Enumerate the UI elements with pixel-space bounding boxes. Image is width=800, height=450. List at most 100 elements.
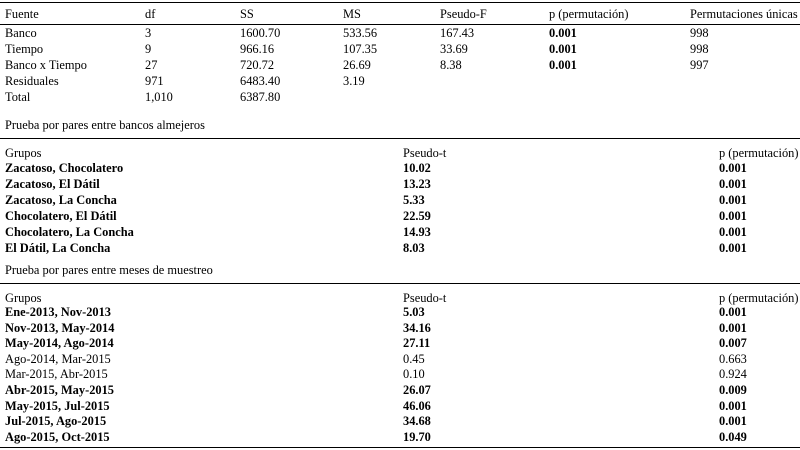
table-row: Banco 3 1600.70 533.56 167.43 0.001 998 bbox=[0, 25, 800, 41]
cell-df: 27 bbox=[145, 58, 158, 72]
cell-pseudo-t: 5.33 bbox=[403, 193, 425, 207]
column-header-p: p (permutación) bbox=[719, 291, 799, 305]
cell-grupos: Ene-2013, Nov-2013 bbox=[5, 305, 112, 319]
cell-p-value: 0.924 bbox=[719, 367, 747, 382]
table-row: Mar-2015, Abr-2015 0.10 0.924 bbox=[0, 367, 800, 383]
cell-grupos: Abr-2015, May-2015 bbox=[5, 382, 114, 397]
cell-p-value: 0.001 bbox=[719, 209, 747, 223]
table-row: Ago-2014, Mar-2015 0.45 0.663 bbox=[0, 352, 800, 368]
cell-pseudo-t: 19.70 bbox=[403, 429, 431, 444]
cell-grupos: Chocolatero, La Concha bbox=[5, 225, 134, 239]
cell-pseudo-f: 8.38 bbox=[440, 58, 462, 72]
cell-pseudo-t: 22.59 bbox=[403, 209, 431, 223]
cell-pseudo-t: 0.10 bbox=[403, 367, 425, 382]
table-row: Ene-2013, Nov-2013 5.03 0.001 bbox=[0, 305, 800, 321]
cell-fuente: Residuales bbox=[5, 74, 59, 88]
cell-p-value bbox=[549, 73, 690, 89]
cell-pseudo-f bbox=[440, 89, 549, 105]
table-row: Zacatoso, El Dátil 13.23 0.001 bbox=[0, 176, 800, 192]
cell-grupos: May-2014, Ago-2014 bbox=[5, 336, 114, 351]
pairwise-meses-section: Prueba por pares entre meses de muestreo… bbox=[0, 264, 800, 449]
pairwise-header-row: Grupos Pseudo-t p (permutación) bbox=[0, 139, 800, 160]
cell-df: 9 bbox=[145, 42, 152, 56]
cell-p-value: 0.001 bbox=[719, 177, 747, 191]
cell-ss: 6387.80 bbox=[240, 90, 281, 104]
cell-p-value: 0.009 bbox=[719, 382, 747, 397]
cell-fuente: Total bbox=[5, 90, 31, 104]
cell-p-value: 0.001 bbox=[719, 398, 747, 413]
cell-grupos: Zacatoso, La Concha bbox=[5, 193, 117, 207]
cell-pseudo-t: 0.45 bbox=[403, 351, 425, 366]
cell-p-value bbox=[549, 89, 690, 105]
cell-pseudo-t: 26.07 bbox=[403, 382, 431, 397]
table-row: El Dátil, La Concha 8.03 0.001 bbox=[0, 240, 800, 256]
column-header-pseudo-t: Pseudo-t bbox=[403, 291, 447, 305]
cell-df: 3 bbox=[145, 26, 152, 40]
cell-pseudo-f: 33.69 bbox=[440, 42, 468, 56]
cell-grupos: Ago-2014, Mar-2015 bbox=[5, 351, 111, 366]
cell-p-value: 0.001 bbox=[719, 414, 747, 429]
cell-permutaciones bbox=[690, 73, 800, 89]
pairwise-header-row: Grupos Pseudo-t p (permutación) bbox=[0, 284, 800, 305]
column-header-pseudo-f: Pseudo-F bbox=[440, 7, 487, 21]
cell-pseudo-t: 8.03 bbox=[403, 241, 425, 255]
table-row: Chocolatero, La Concha 14.93 0.001 bbox=[0, 224, 800, 240]
cell-fuente: Banco x Tiempo bbox=[5, 58, 87, 72]
cell-pseudo-t: 14.93 bbox=[403, 225, 431, 239]
cell-grupos: Zacatoso, El Dátil bbox=[5, 177, 100, 191]
cell-pseudo-t: 5.03 bbox=[403, 305, 425, 319]
cell-permutaciones bbox=[690, 89, 800, 105]
table-row: Total 1,010 6387.80 bbox=[0, 89, 800, 105]
cell-p-value: 0.001 bbox=[719, 241, 747, 255]
table-row: Chocolatero, El Dátil 22.59 0.001 bbox=[0, 208, 800, 224]
cell-p-value: 0.001 bbox=[549, 26, 577, 40]
column-header-pseudo-t: Pseudo-t bbox=[403, 146, 447, 160]
table-row: Nov-2013, May-2014 34.16 0.001 bbox=[0, 321, 800, 337]
cell-ss: 1600.70 bbox=[240, 26, 281, 40]
table-row: Abr-2015, May-2015 26.07 0.009 bbox=[0, 383, 800, 399]
cell-ss: 6483.40 bbox=[240, 74, 281, 88]
cell-pseudo-t: 27.11 bbox=[403, 336, 431, 351]
pairwise-bancos-table: Grupos Pseudo-t p (permutación) Zacatoso… bbox=[0, 138, 800, 256]
table-row: Jul-2015, Ago-2015 34.68 0.001 bbox=[0, 414, 800, 430]
cell-grupos: Chocolatero, El Dátil bbox=[5, 209, 117, 223]
table-row: Tiempo 9 966.16 107.35 33.69 0.001 998 bbox=[0, 41, 800, 57]
cell-p-value: 0.001 bbox=[719, 305, 747, 319]
column-header-permutaciones: Permutaciones únicas bbox=[690, 7, 798, 21]
cell-pseudo-t: 46.06 bbox=[403, 398, 431, 413]
cell-p-value: 0.007 bbox=[719, 336, 747, 351]
column-header-ss: SS bbox=[240, 7, 254, 21]
pairwise-meses-table: Grupos Pseudo-t p (permutación) Ene-2013… bbox=[0, 283, 800, 449]
column-header-p: p (permutación) bbox=[719, 146, 799, 160]
column-header-ms: MS bbox=[343, 7, 361, 21]
permanova-header-row: Fuente df SS MS Pseudo-F p (permutación)… bbox=[0, 2, 800, 25]
cell-p-value: 0.001 bbox=[549, 42, 577, 56]
column-header-fuente: Fuente bbox=[5, 7, 39, 21]
cell-ms: 3.19 bbox=[343, 74, 365, 88]
table-row: May-2014, Ago-2014 27.11 0.007 bbox=[0, 336, 800, 352]
cell-grupos: Zacatoso, Chocolatero bbox=[5, 161, 124, 175]
cell-pseudo-t: 13.23 bbox=[403, 177, 431, 191]
cell-grupos: May-2015, Jul-2015 bbox=[5, 398, 110, 413]
cell-permutaciones: 998 bbox=[690, 26, 709, 40]
table-row: Zacatoso, Chocolatero 10.02 0.001 bbox=[0, 160, 800, 176]
cell-fuente: Banco bbox=[5, 26, 37, 40]
cell-df: 971 bbox=[145, 74, 164, 88]
cell-grupos: Nov-2013, May-2014 bbox=[5, 320, 115, 335]
cell-p-value: 0.663 bbox=[719, 351, 747, 366]
cell-ss: 720.72 bbox=[240, 58, 275, 72]
cell-p-value: 0.001 bbox=[719, 161, 747, 175]
cell-grupos: Mar-2015, Abr-2015 bbox=[5, 367, 108, 382]
table-row: May-2015, Jul-2015 46.06 0.001 bbox=[0, 399, 800, 415]
column-header-grupos: Grupos bbox=[5, 146, 42, 160]
cell-fuente: Tiempo bbox=[5, 42, 44, 56]
cell-ms: 533.56 bbox=[343, 26, 378, 40]
cell-permutaciones: 998 bbox=[690, 42, 709, 56]
table-bottom-rule bbox=[0, 447, 800, 449]
cell-pseudo-t: 34.68 bbox=[403, 414, 431, 429]
cell-ms: 107.35 bbox=[343, 42, 378, 56]
column-header-df: df bbox=[145, 7, 156, 21]
column-header-grupos: Grupos bbox=[5, 291, 42, 305]
cell-pseudo-f bbox=[440, 73, 549, 89]
